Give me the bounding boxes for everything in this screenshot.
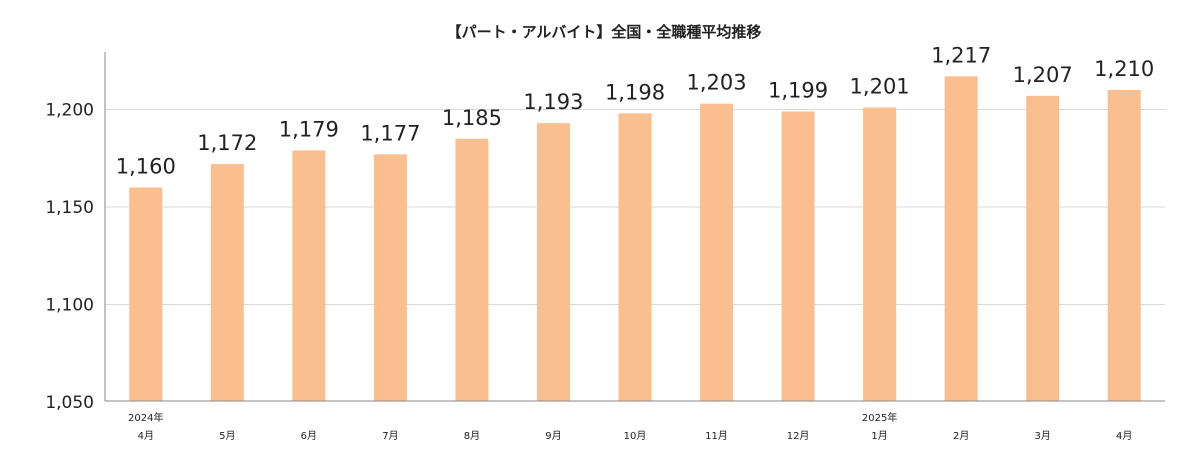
data-label: 1,201 bbox=[850, 75, 910, 99]
x-tick-label: 2月 bbox=[953, 430, 969, 442]
data-label: 1,203 bbox=[686, 71, 746, 95]
x-tick-label: 3月 bbox=[1035, 430, 1051, 442]
bar bbox=[1026, 95, 1060, 401]
y-tick-label: 1,050 bbox=[45, 393, 94, 413]
x-tick-label: 11月 bbox=[705, 430, 728, 442]
data-label: 1,210 bbox=[1094, 57, 1154, 81]
bar bbox=[292, 150, 326, 401]
data-label: 1,160 bbox=[116, 155, 176, 179]
bar bbox=[944, 76, 978, 401]
data-label: 1,217 bbox=[931, 43, 991, 67]
data-label: 1,179 bbox=[279, 117, 339, 141]
x-tick-year-label: 2025年 bbox=[862, 411, 897, 424]
x-tick-year-label: 2024年 bbox=[128, 411, 163, 424]
bar bbox=[129, 187, 163, 401]
bar bbox=[455, 138, 489, 401]
data-label: 1,199 bbox=[768, 78, 828, 102]
data-label: 1,177 bbox=[360, 121, 420, 145]
data-label: 1,172 bbox=[197, 131, 257, 155]
y-axis-tick-labels: 1,050 1,100 1,150 1,200 bbox=[45, 101, 94, 414]
x-tick-label: 4月 bbox=[138, 430, 154, 442]
bar bbox=[618, 113, 652, 402]
bar bbox=[536, 123, 570, 402]
x-tick-label: 4月 bbox=[1116, 430, 1132, 442]
bar bbox=[781, 111, 815, 401]
y-tick-label: 1,150 bbox=[45, 198, 94, 218]
bar bbox=[210, 164, 244, 401]
x-tick-label: 8月 bbox=[464, 430, 480, 442]
y-tick-label: 1,100 bbox=[45, 296, 94, 316]
data-label: 1,193 bbox=[523, 90, 583, 114]
x-tick-label: 10月 bbox=[624, 430, 647, 442]
y-tick-label: 1,200 bbox=[45, 101, 94, 121]
bar bbox=[373, 154, 407, 401]
bar bbox=[700, 103, 734, 402]
x-tick-label: 1月 bbox=[871, 430, 887, 442]
x-tick-label: 12月 bbox=[787, 430, 810, 442]
bar bbox=[1107, 90, 1141, 401]
data-label: 1,185 bbox=[442, 106, 502, 130]
data-labels: 1,160 1,172 1,179 1,177 1,185 1,193 1,198 1,203… bbox=[116, 43, 1155, 178]
x-tick-label: 5月 bbox=[219, 430, 235, 442]
bar bbox=[863, 107, 897, 402]
data-label: 1,198 bbox=[605, 80, 665, 104]
chart-title: 【パート・アルバイト】全国・全職種平均推移 bbox=[447, 23, 762, 41]
x-tick-label: 9月 bbox=[545, 430, 561, 442]
x-axis-tick-labels: 2024年 4月 5月 6月 7月 8月 9月 10月 11月 12月 2025年 1月 2月 3月 4月 bbox=[128, 411, 1132, 442]
x-tick-label: 6月 bbox=[301, 430, 317, 442]
bars bbox=[129, 76, 1141, 402]
data-label: 1,207 bbox=[1013, 63, 1073, 87]
x-tick-label: 7月 bbox=[382, 430, 398, 442]
